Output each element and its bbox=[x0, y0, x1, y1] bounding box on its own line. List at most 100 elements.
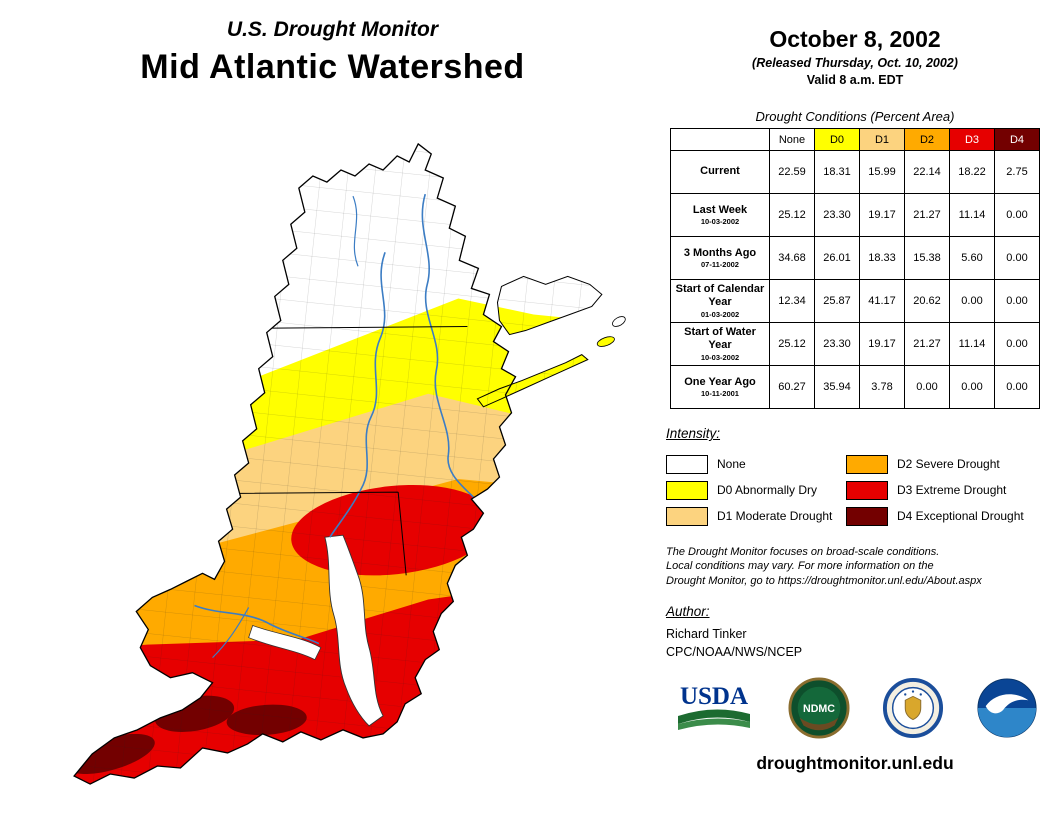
cell-value: 25.12 bbox=[769, 322, 815, 366]
watershed-map bbox=[52, 133, 654, 801]
coastal-island bbox=[612, 316, 626, 327]
cell-value: 26.01 bbox=[814, 236, 860, 280]
row-sublabel: 01-03-2002 bbox=[700, 309, 740, 319]
region-title: Mid Atlantic Watershed bbox=[140, 48, 525, 86]
author-name: Richard Tinker bbox=[666, 626, 747, 641]
cell-value: 23.30 bbox=[814, 193, 860, 237]
row-sublabel: 10-03-2002 bbox=[700, 217, 740, 227]
legend-title: Intensity: bbox=[666, 426, 721, 441]
delaware-river bbox=[421, 193, 474, 498]
table-row: Last Week 10-03-2002 25.12 23.30 19.17 21… bbox=[670, 193, 1040, 237]
row-sublabel: 10-03-2002 bbox=[700, 352, 740, 362]
cell-value: 19.17 bbox=[859, 193, 905, 237]
legend-item-d1: D1 Moderate Drought bbox=[666, 506, 846, 526]
cell-value: 19.17 bbox=[859, 322, 905, 366]
susquehanna-river bbox=[329, 252, 386, 538]
northeast-coast-outline bbox=[496, 275, 603, 336]
row-sublabel: 10-11-2001 bbox=[701, 389, 739, 399]
valid-time: Valid 8 a.m. EDT bbox=[806, 73, 904, 87]
cell-value: 11.14 bbox=[949, 193, 995, 237]
cell-value: 25.12 bbox=[769, 193, 815, 237]
column-header-none: None bbox=[769, 128, 815, 151]
table-corner-cell bbox=[670, 128, 770, 151]
ndmc-logo: NDMC bbox=[788, 677, 850, 739]
noaa-logo bbox=[977, 678, 1037, 738]
cell-value: 18.31 bbox=[814, 150, 860, 194]
cell-value: 35.94 bbox=[814, 365, 860, 409]
legend-label: D3 Extreme Drought bbox=[897, 483, 1007, 497]
cell-value: 20.62 bbox=[904, 279, 950, 323]
commerce-seal-logo bbox=[882, 677, 944, 738]
table-row: Start of Calendar Year 01-03-2002 12.34 2… bbox=[670, 279, 1040, 323]
cell-value: 5.60 bbox=[949, 236, 995, 280]
legend-item-d4: D4 Exceptional Drought bbox=[846, 506, 1044, 526]
report-date: October 8, 2002 bbox=[769, 26, 941, 52]
svg-text:NDMC: NDMC bbox=[803, 703, 835, 715]
rivers bbox=[194, 193, 474, 659]
shenandoah-river bbox=[212, 607, 250, 659]
author-org: CPC/NOAA/NWS/NCEP bbox=[666, 644, 803, 659]
cell-value: 0.00 bbox=[949, 365, 995, 409]
drought-map-svg bbox=[73, 142, 626, 785]
chesapeake-bay bbox=[324, 534, 384, 727]
legend-label: D4 Exceptional Drought bbox=[897, 509, 1024, 523]
cell-value: 0.00 bbox=[994, 279, 1040, 323]
footer-url: droughtmonitor.unl.edu bbox=[756, 752, 954, 773]
legend-item-d3: D3 Extreme Drought bbox=[846, 480, 1044, 500]
cell-value: 3.78 bbox=[859, 365, 905, 409]
legend-swatch bbox=[846, 506, 888, 526]
upper-river bbox=[352, 195, 359, 267]
report-series-title: U.S. Drought Monitor bbox=[226, 18, 439, 41]
table-row: Current 22.59 18.31 15.99 22.14 18.22 2.… bbox=[670, 150, 1040, 194]
legend-swatch bbox=[666, 454, 708, 474]
column-header-d3: D3 bbox=[949, 128, 995, 151]
legend-item-d2: D2 Severe Drought bbox=[846, 454, 1044, 474]
row-label: Start of Water Year bbox=[684, 326, 756, 351]
author-block: Author: Richard Tinker CPC/NOAA/NWS/NCEP bbox=[666, 604, 1044, 659]
cell-value: 0.00 bbox=[994, 193, 1040, 237]
column-header-d4: D4 bbox=[994, 128, 1040, 151]
cell-value: 60.27 bbox=[769, 365, 815, 409]
row-label: One Year Ago bbox=[684, 375, 756, 388]
cell-value: 0.00 bbox=[904, 365, 950, 409]
cell-value: 0.00 bbox=[994, 322, 1040, 366]
cell-value: 0.00 bbox=[994, 365, 1040, 409]
legend-swatch bbox=[666, 506, 708, 526]
cell-value: 0.00 bbox=[949, 279, 995, 323]
cell-value: 18.33 bbox=[859, 236, 905, 280]
map-title-block: U.S. Drought Monitor Mid Atlantic Waters… bbox=[0, 18, 665, 87]
info-panel: October 8, 2002 (Released Thursday, Oct.… bbox=[666, 26, 1044, 774]
legend-swatch bbox=[666, 480, 708, 500]
coastal-island bbox=[596, 336, 615, 347]
row-label: Last Week bbox=[692, 203, 748, 216]
potomac-river bbox=[194, 604, 320, 645]
legend-label: D2 Severe Drought bbox=[897, 457, 1000, 471]
table-row: 3 Months Ago 07-11-2002 34.68 26.01 18.33… bbox=[670, 236, 1040, 280]
cell-value: 11.14 bbox=[949, 322, 995, 366]
row-label: Current bbox=[700, 165, 740, 178]
cell-value: 0.00 bbox=[994, 236, 1040, 280]
cell-value: 34.68 bbox=[769, 236, 815, 280]
legend-item-d0: D0 Abnormally Dry bbox=[666, 480, 846, 500]
long-island-outline bbox=[476, 354, 589, 408]
cell-value: 25.87 bbox=[814, 279, 860, 323]
cell-value: 15.38 bbox=[904, 236, 950, 280]
watershed-outline bbox=[73, 142, 517, 785]
cell-value: 41.17 bbox=[859, 279, 905, 323]
column-header-d0: D0 bbox=[814, 128, 860, 151]
cell-value: 21.27 bbox=[904, 322, 950, 366]
table-title: Drought Conditions (Percent Area) bbox=[755, 109, 955, 124]
legend-label: None bbox=[717, 457, 746, 471]
row-label: Start of Calendar Year bbox=[675, 283, 765, 308]
legend-item-none: None bbox=[666, 454, 846, 474]
intensity-legend: Intensity: None D0 Abnormally Dry D1 Mod… bbox=[666, 425, 1044, 529]
svg-text:USDA: USDA bbox=[680, 683, 748, 710]
legend-swatch bbox=[846, 480, 888, 500]
cell-value: 23.30 bbox=[814, 322, 860, 366]
disclaimer-text: The Drought Monitor focuses on broad-sca… bbox=[666, 546, 982, 587]
cell-value: 18.22 bbox=[949, 150, 995, 194]
cell-value: 15.99 bbox=[859, 150, 905, 194]
legend-label: D0 Abnormally Dry bbox=[717, 483, 818, 497]
column-header-d2: D2 bbox=[904, 128, 950, 151]
cell-value: 22.14 bbox=[904, 150, 950, 194]
